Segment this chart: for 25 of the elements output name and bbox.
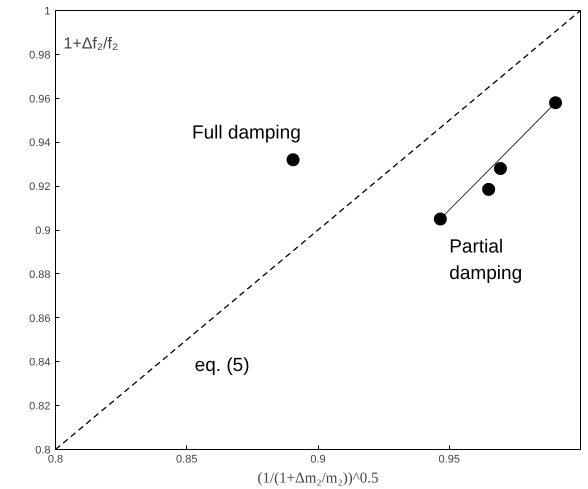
x-tick-label: 0.85 bbox=[176, 454, 198, 466]
y-tick-label: 1 bbox=[44, 6, 51, 18]
point bbox=[286, 153, 300, 166]
x-tick-label: 0.95 bbox=[438, 454, 460, 466]
y-tick-label: 0.86 bbox=[29, 312, 51, 325]
y-tick-label: 0.8 bbox=[35, 444, 51, 456]
point bbox=[482, 182, 496, 196]
y-axis-title: 1+Δf₂/f₂ bbox=[64, 36, 118, 52]
point bbox=[494, 162, 507, 176]
y-tick-label: 0.96 bbox=[29, 93, 51, 106]
x-axis-title: (1/(1+Δm₂/m₂))^0.5 bbox=[258, 470, 379, 486]
y-tick-label: 0.92 bbox=[29, 181, 51, 194]
y-tick-label: 0.98 bbox=[29, 49, 51, 62]
point bbox=[434, 212, 447, 226]
y-tick-label: 0.94 bbox=[29, 137, 51, 150]
y-tick-label: 0.9 bbox=[35, 225, 51, 237]
annotation: Partial damping bbox=[449, 236, 522, 284]
x-tick-label: 0.8 bbox=[48, 454, 64, 466]
point bbox=[549, 96, 562, 110]
annotation: eq. (5) bbox=[194, 355, 250, 376]
y-tick-label: 0.88 bbox=[29, 268, 51, 281]
annotation: Full damping bbox=[192, 122, 301, 144]
y-tick-label: 0.84 bbox=[29, 356, 51, 369]
y-tick-label: 0.82 bbox=[29, 400, 51, 413]
x-tick-label: 0.9 bbox=[310, 454, 326, 466]
